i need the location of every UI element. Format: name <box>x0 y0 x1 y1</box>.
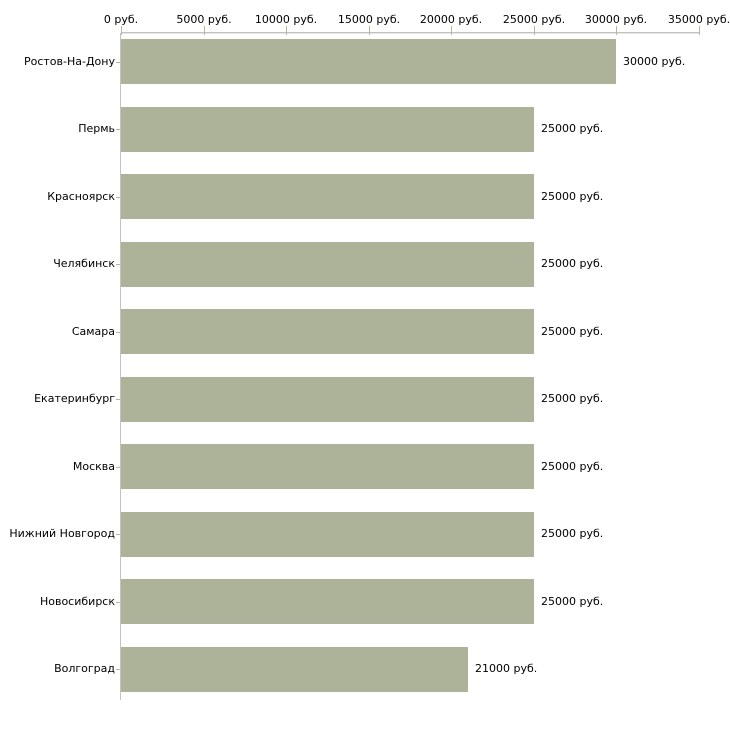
value-label: 25000 руб. <box>541 392 604 405</box>
y-tick <box>116 399 120 400</box>
category-label: Нижний Новгород <box>9 527 115 540</box>
category-label: Самара <box>71 325 115 338</box>
bar <box>121 242 534 287</box>
value-label: 25000 руб. <box>541 527 604 540</box>
category-label: Ростов-На-Дону <box>23 55 115 68</box>
value-label: 25000 руб. <box>541 460 604 473</box>
bar <box>121 174 534 219</box>
category-label: Пермь <box>78 122 115 135</box>
bar <box>121 512 534 557</box>
category-label: Екатеринбург <box>34 392 115 405</box>
value-label: 25000 руб. <box>541 595 604 608</box>
x-tick <box>616 26 617 35</box>
x-tick-label: 15000 руб. <box>337 13 401 26</box>
value-label: 25000 руб. <box>541 190 604 203</box>
y-tick <box>116 602 120 603</box>
value-label: 30000 руб. <box>623 55 686 68</box>
x-tick <box>286 26 287 35</box>
x-tick <box>369 26 370 35</box>
bar <box>121 39 616 84</box>
category-label: Красноярск <box>47 190 115 203</box>
x-tick <box>451 26 452 35</box>
x-tick <box>121 26 122 35</box>
category-label: Москва <box>72 460 115 473</box>
y-tick <box>116 332 120 333</box>
category-label: Новосибирск <box>39 595 115 608</box>
category-label: Волгоград <box>54 662 115 675</box>
y-tick <box>116 129 120 130</box>
y-tick <box>116 62 120 63</box>
x-axis-line <box>121 32 700 33</box>
bar <box>121 579 534 624</box>
x-tick-label: 10000 руб. <box>254 13 318 26</box>
y-tick <box>116 264 120 265</box>
value-label: 21000 руб. <box>475 662 538 675</box>
y-tick <box>116 197 120 198</box>
x-tick-label: 30000 руб. <box>584 13 648 26</box>
bar <box>121 444 534 489</box>
x-tick-label: 35000 руб. <box>667 13 730 26</box>
value-label: 25000 руб. <box>541 122 604 135</box>
bar <box>121 107 534 152</box>
y-tick <box>116 534 120 535</box>
y-axis-line <box>120 33 121 700</box>
y-tick <box>116 669 120 670</box>
x-tick-label: 20000 руб. <box>419 13 483 26</box>
bar <box>121 377 534 422</box>
value-label: 25000 руб. <box>541 325 604 338</box>
x-tick-label: 5000 руб. <box>176 13 232 26</box>
x-tick <box>204 26 205 35</box>
bar <box>121 647 468 692</box>
x-tick <box>534 26 535 35</box>
value-label: 25000 руб. <box>541 257 604 270</box>
x-tick <box>699 26 700 35</box>
category-label: Челябинск <box>53 257 115 270</box>
y-tick <box>116 467 120 468</box>
bar <box>121 309 534 354</box>
x-tick-label: 25000 руб. <box>502 13 566 26</box>
x-tick-label: 0 руб. <box>103 13 139 26</box>
